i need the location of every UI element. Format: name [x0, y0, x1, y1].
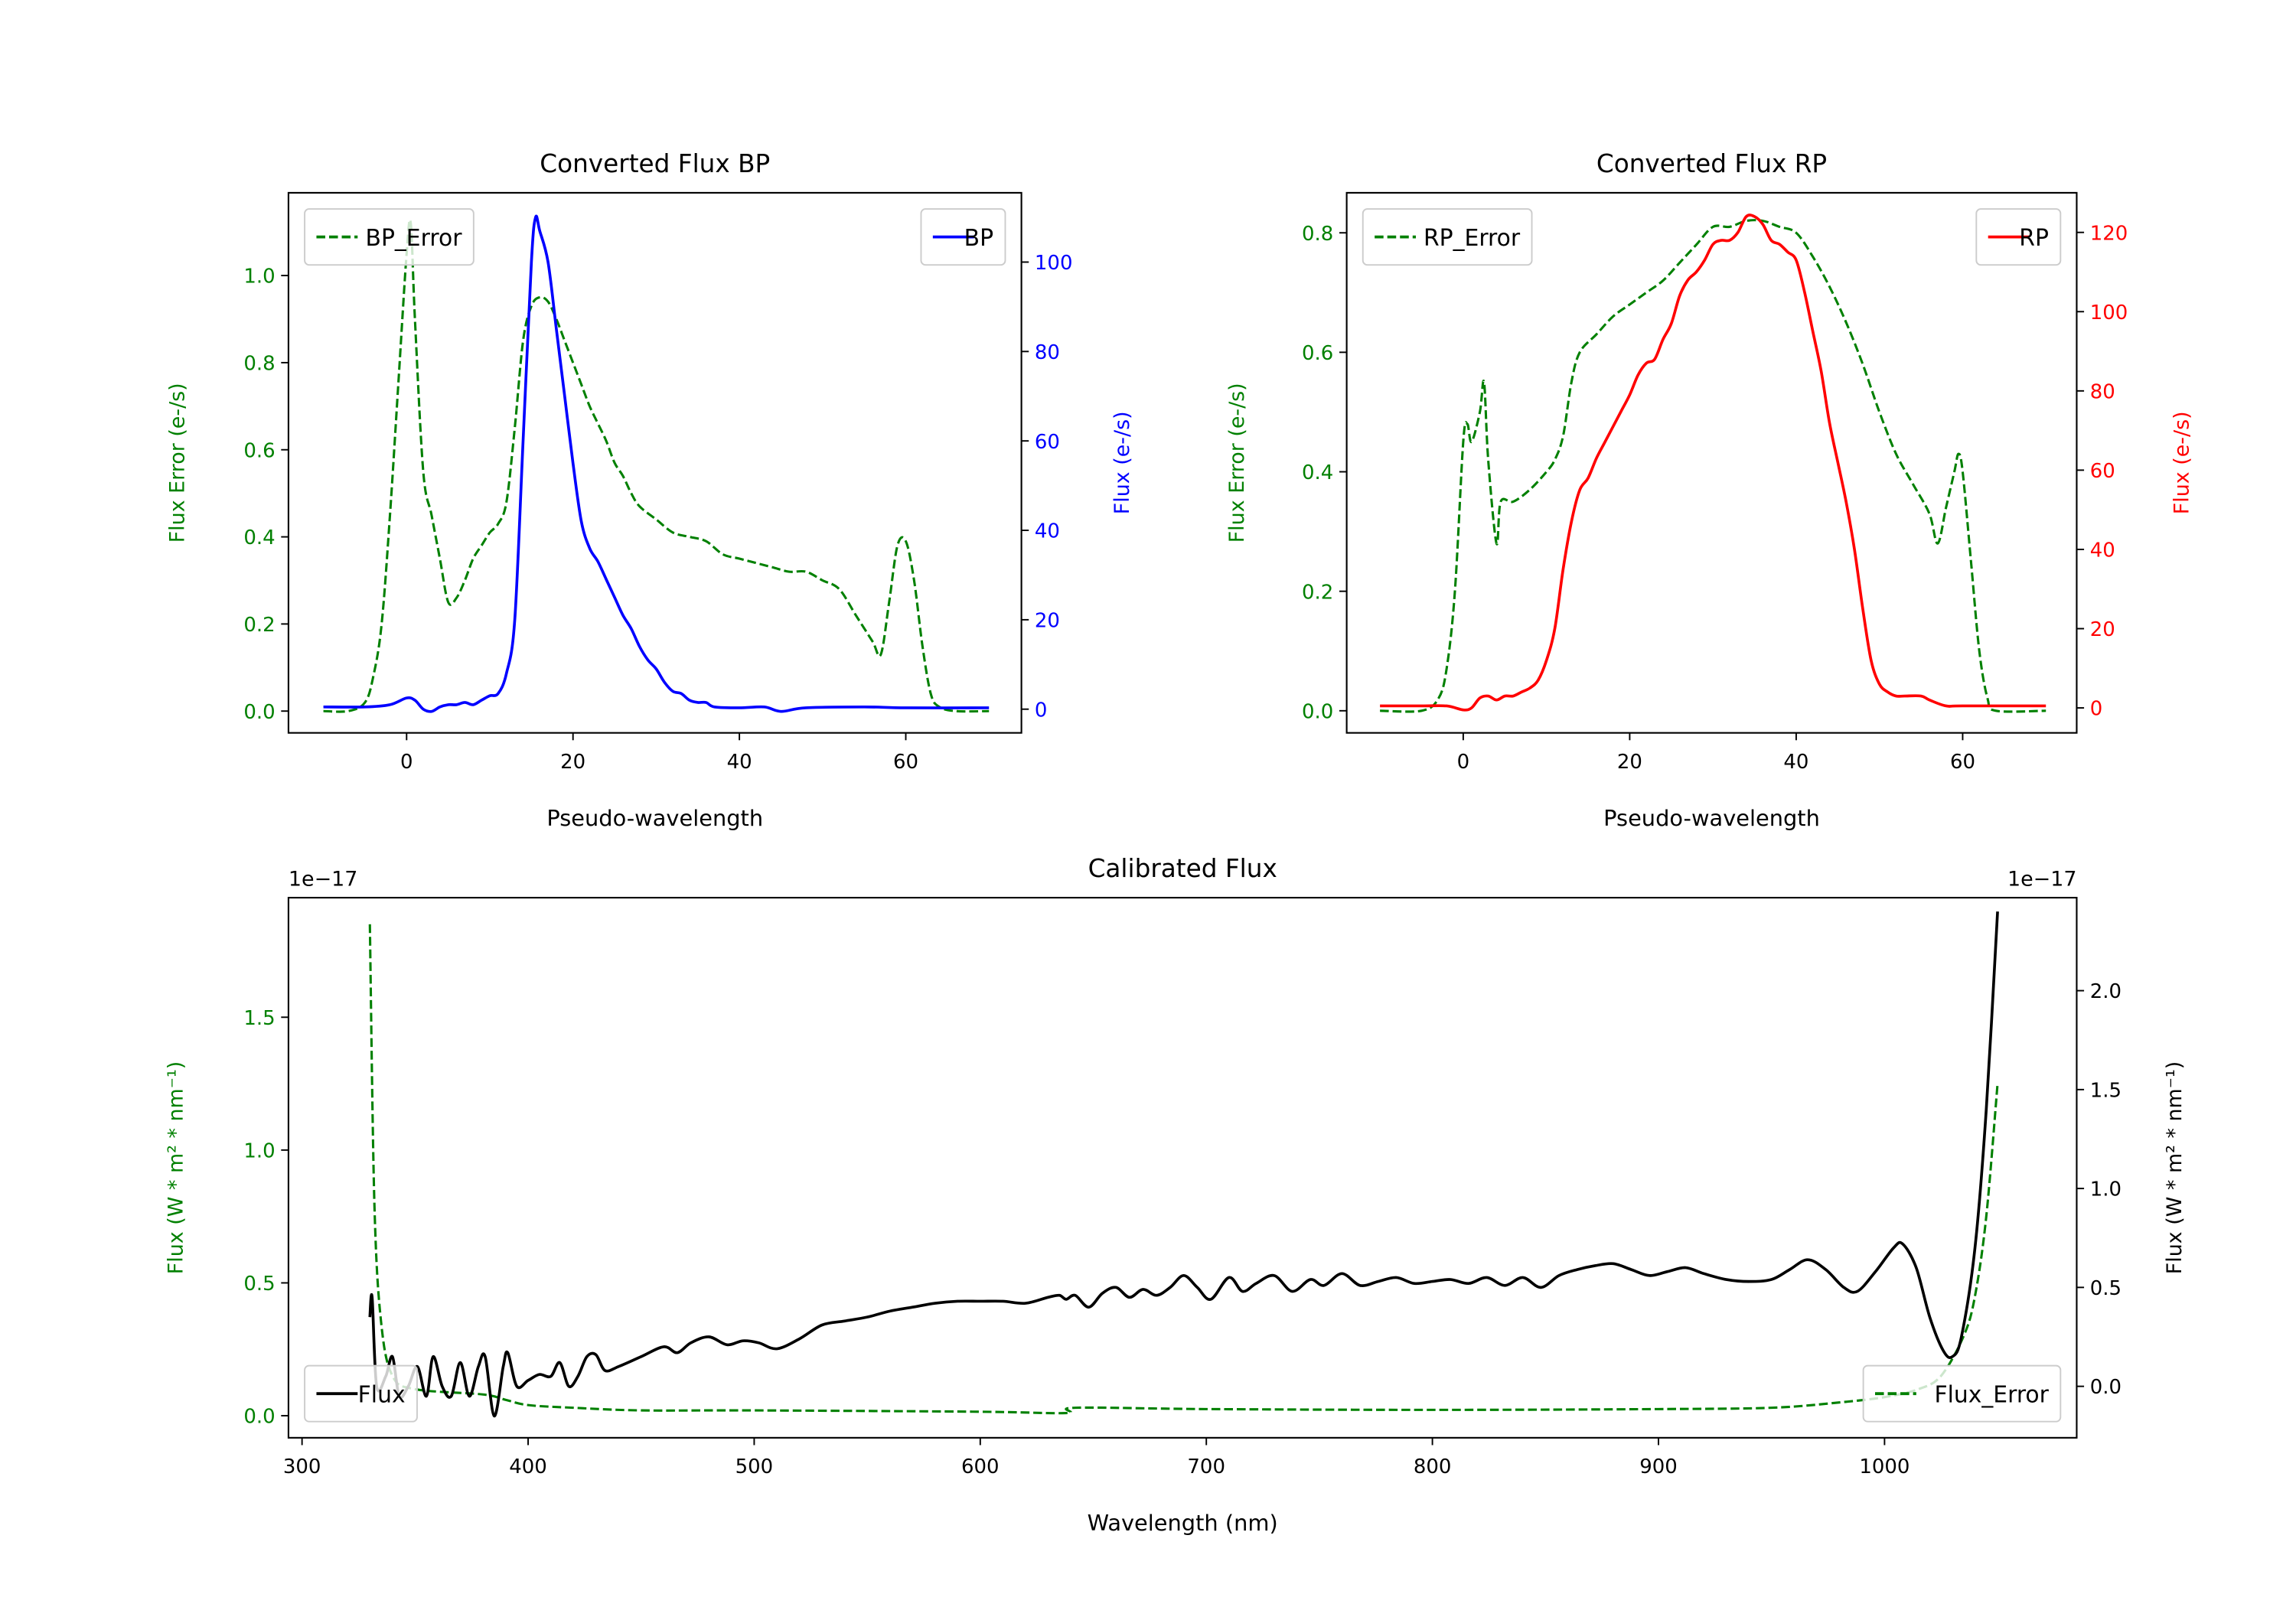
- y-tick-label-left: 0.4: [1302, 461, 1333, 484]
- y-tick-label-left: 0.6: [1302, 342, 1333, 365]
- legend-label: RP_Error: [1424, 225, 1521, 252]
- legend-box: [304, 208, 475, 266]
- y-tick-label-left: 0.6: [243, 439, 275, 462]
- y-axis-label-left: Flux Error (e-/s): [165, 383, 189, 543]
- series-line-rp: [1380, 214, 2047, 712]
- y-tick-label-right: 0.0: [2090, 1376, 2122, 1399]
- axes-frame: [287, 897, 2078, 1439]
- y-tick-label-right: 60: [2090, 460, 2115, 483]
- x-tick-label: 20: [560, 751, 585, 774]
- y-tick-label-right: 80: [1035, 341, 1060, 364]
- y-tick-label-left: 1.0: [243, 1139, 275, 1162]
- y-tick-label-left: 0.5: [243, 1273, 275, 1296]
- offset-text-right: 1e−17: [2007, 868, 2076, 892]
- x-tick-label: 20: [1617, 751, 1642, 774]
- legend-box: [304, 1364, 418, 1423]
- y-tick-label-left: 0.0: [1302, 700, 1333, 723]
- y-tick-label-right: 2.0: [2090, 980, 2122, 1003]
- x-axis-label: Pseudo-wavelength: [546, 805, 763, 831]
- chart-title: Converted Flux RP: [1596, 149, 1827, 178]
- x-tick-label: 900: [1639, 1455, 1678, 1478]
- x-axis-label: Wavelength (nm): [1088, 1510, 1278, 1536]
- y-tick-label-right: 1.0: [2090, 1178, 2122, 1201]
- x-tick-label: 700: [1187, 1455, 1225, 1478]
- series-line-bp: [323, 214, 990, 713]
- chart-title: Calibrated Flux: [1088, 854, 1277, 883]
- x-tick-label: 500: [735, 1455, 774, 1478]
- y-axis-label-right: Flux (e-/s): [2170, 411, 2194, 514]
- y-tick-label-right: 100: [1035, 252, 1073, 275]
- y-tick-label-right: 40: [1035, 520, 1060, 543]
- x-tick-label: 40: [1783, 751, 1808, 774]
- x-tick-label: 1000: [1859, 1455, 1910, 1478]
- x-axis-label: Pseudo-wavelength: [1603, 805, 1820, 831]
- series-line-bp-error: [323, 218, 990, 713]
- legend-flux: Flux: [304, 1364, 418, 1423]
- y-tick-label-right: 100: [2090, 302, 2128, 324]
- y-tick-label-left: 0.0: [243, 701, 275, 724]
- y-tick-label-right: 40: [2090, 539, 2115, 562]
- legend-bp-error: BP_Error: [304, 208, 475, 266]
- y-tick-label-right: 80: [2090, 380, 2115, 403]
- legend-label: Flux_Error: [1934, 1382, 2049, 1409]
- y-tick-label-left: 0.0: [243, 1406, 275, 1429]
- legend-rp: RP: [1975, 208, 2062, 266]
- legend-label: RP: [2019, 225, 2049, 252]
- x-tick-label: 400: [509, 1455, 547, 1478]
- y-tick-label-right: 20: [1035, 609, 1060, 632]
- legend-rp-error: RP_Error: [1362, 208, 1533, 266]
- series-line-rp-error: [1380, 219, 2047, 713]
- series-line-flux: [368, 911, 1999, 1418]
- legend-bp: BP: [920, 208, 1006, 266]
- series-line-flux-error: [368, 924, 1999, 1415]
- offset-text-left: 1e−17: [289, 868, 357, 892]
- y-tick-label-left: 0.4: [243, 526, 275, 549]
- y-tick-label-right: 1.5: [2090, 1079, 2122, 1102]
- y-tick-label-right: 0.5: [2090, 1277, 2122, 1300]
- y-tick-label-left: 1.5: [243, 1007, 275, 1030]
- y-axis-label-right: Flux (W * m² * nm⁻¹): [2163, 1061, 2187, 1274]
- x-tick-label: 300: [283, 1455, 321, 1478]
- legend-label: BP: [964, 225, 993, 252]
- y-axis-label-left: Flux (W * m² * nm⁻¹): [164, 1061, 188, 1274]
- y-axis-label-right: Flux (e-/s): [1110, 411, 1134, 514]
- chart-3: 300 400 500 600 700 800 900 1000 0.0 0.5 1.0 1.5 Flu…: [164, 854, 2187, 1536]
- x-tick-label: 600: [961, 1455, 1000, 1478]
- chart-1: 0 20 40 60 0.0 0.2 0.4 0.6 0.8 1.0 Flux Error (e-/…: [165, 149, 1134, 831]
- chart-title: Converted Flux BP: [540, 149, 770, 178]
- y-tick-label-right: 20: [2090, 618, 2115, 641]
- legend-box: [1362, 208, 1533, 266]
- y-tick-label-left: 0.2: [1302, 581, 1333, 604]
- axes-frame: [1345, 191, 2078, 734]
- y-tick-label-left: 0.8: [243, 353, 275, 376]
- y-tick-label-right: 120: [2090, 222, 2128, 245]
- y-tick-label-right: 0: [1035, 699, 1048, 722]
- x-tick-label: 60: [1950, 751, 1975, 774]
- chart-2: 0 20 40 60 0.0 0.2 0.4 0.6 0.8 Flux Error (e-/s) 0…: [1225, 149, 2194, 831]
- legend-label: Flux: [358, 1382, 406, 1409]
- y-tick-label-right: 0: [2090, 698, 2103, 721]
- y-tick-label-left: 0.2: [243, 614, 275, 637]
- x-tick-label: 40: [727, 751, 752, 774]
- axes-frame: [287, 191, 1022, 734]
- x-tick-label: 0: [1457, 751, 1470, 774]
- y-axis-label-left: Flux Error (e-/s): [1225, 383, 1249, 543]
- legend-box: [1862, 1364, 2062, 1423]
- legend-flux-error: Flux_Error: [1862, 1364, 2062, 1423]
- legend-label: BP_Error: [366, 225, 463, 252]
- y-tick-label-left: 1.0: [243, 266, 275, 288]
- y-tick-label-right: 60: [1035, 431, 1060, 454]
- x-tick-label: 0: [400, 751, 413, 774]
- x-tick-label: 60: [893, 751, 918, 774]
- x-tick-label: 800: [1414, 1455, 1452, 1478]
- y-tick-label-left: 0.8: [1302, 223, 1333, 246]
